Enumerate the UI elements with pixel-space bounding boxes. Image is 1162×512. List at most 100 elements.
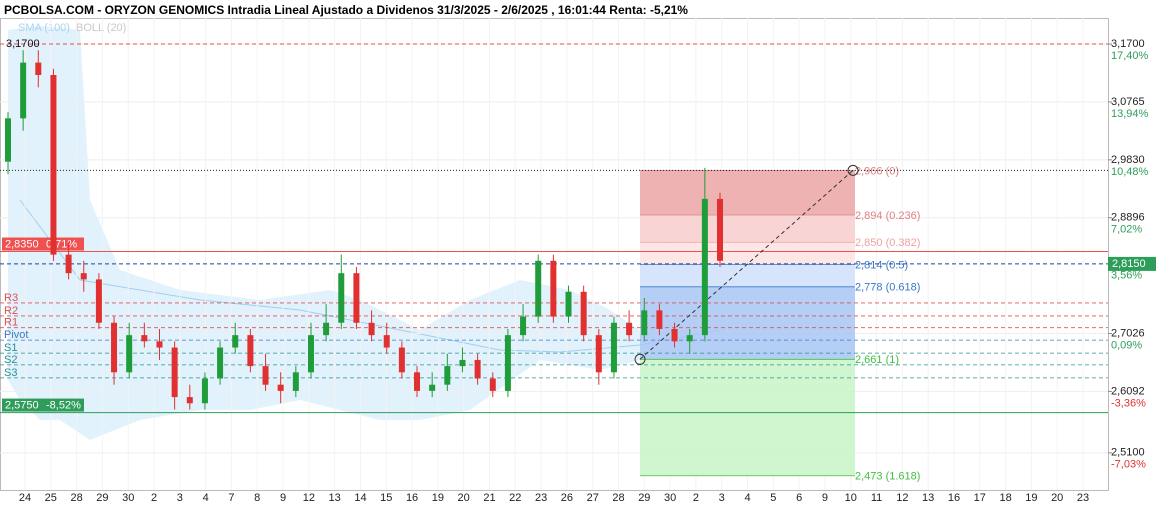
- candle-body: [292, 372, 299, 391]
- x-tick-label: 17: [974, 492, 986, 504]
- candle-body: [429, 384, 436, 391]
- candle-body: [520, 316, 527, 336]
- y-tick-pct: 10,48%: [1111, 166, 1149, 178]
- x-tick-label: 4: [203, 492, 209, 504]
- x-tick-label: 29: [638, 492, 650, 504]
- fib-label: 2,661 (1): [855, 354, 899, 366]
- candle-body: [277, 384, 284, 391]
- candle-body: [307, 335, 314, 373]
- pivot-label: S1: [4, 342, 17, 354]
- pivot-label: S2: [4, 354, 17, 366]
- price-tag-label: 2,8350: [5, 238, 39, 250]
- candle-body: [353, 273, 360, 323]
- pivot-label: Pivot: [4, 329, 28, 341]
- x-tick-label: 7: [228, 492, 234, 504]
- x-tick-label: 19: [432, 492, 444, 504]
- candle-body: [550, 260, 557, 317]
- candle-body: [50, 74, 57, 255]
- candle-body: [111, 322, 118, 373]
- price-tag-box: [2, 398, 84, 412]
- plot-frame: [0, 18, 1109, 491]
- fib-label: 2,850 (0.382): [855, 237, 920, 249]
- candle-body: [610, 322, 617, 373]
- candle-body: [201, 378, 208, 404]
- x-tick-label: 19: [1025, 492, 1037, 504]
- pivot-label: R3: [4, 292, 18, 304]
- candle-body: [474, 359, 481, 379]
- x-tick-label: 13: [922, 492, 934, 504]
- candle-body: [141, 335, 148, 342]
- fib-anchor: [847, 164, 859, 176]
- candle-body: [323, 322, 330, 336]
- pivot-label: R1: [4, 317, 18, 329]
- candle-body: [80, 273, 87, 280]
- candle-body: [65, 254, 72, 274]
- candle-body: [20, 62, 27, 119]
- x-tick-label: 6: [796, 492, 802, 504]
- chart-title: PCBOLSA.COM - ORYZON GENOMICS Intradia L…: [4, 3, 688, 17]
- fib-label: 2,814 (0.5): [855, 259, 908, 271]
- candle-body: [35, 62, 42, 75]
- candle-body: [186, 397, 193, 404]
- max-label: 3,1700: [6, 38, 40, 50]
- x-tick-label: 13: [329, 492, 341, 504]
- x-tick-label: 3: [177, 492, 183, 504]
- candle-body: [595, 335, 602, 373]
- x-tick-label: 11: [871, 492, 882, 504]
- candle-body: [489, 378, 496, 391]
- x-tick-label: 20: [458, 492, 470, 504]
- x-tick-label: 29: [96, 492, 108, 504]
- y-tick-label: 3,1700: [1111, 38, 1145, 50]
- x-tick-label: 27: [587, 492, 599, 504]
- x-tick-label: 30: [664, 492, 676, 504]
- y-tick-pct: 7,02%: [1111, 224, 1142, 236]
- fib-zone: [640, 264, 855, 287]
- candle-body: [686, 335, 693, 342]
- x-tick-label: 5: [770, 492, 776, 504]
- candle-body: [565, 291, 572, 317]
- fib-label: 2,894 (0.236): [855, 210, 920, 222]
- last-price-box: [1108, 256, 1156, 271]
- x-tick-label: 16: [406, 492, 418, 504]
- fib-zone: [640, 170, 855, 215]
- pivot-label: S3: [4, 367, 17, 379]
- x-tick-label: 24: [19, 492, 31, 504]
- last-price-label: 2,8150: [1112, 258, 1146, 270]
- fib-zone: [640, 214, 855, 243]
- candle-body: [414, 372, 421, 391]
- indicator-label: SMA (100): [18, 22, 70, 34]
- bollinger-band: [8, 26, 640, 440]
- y-tick-label: 2,9830: [1111, 154, 1145, 166]
- x-tick-label: 12: [896, 492, 908, 504]
- x-tick-label: 2: [151, 492, 157, 504]
- pivot-label: R2: [4, 305, 18, 317]
- x-tick-label: 18: [999, 492, 1011, 504]
- candle-body: [671, 328, 678, 342]
- x-tick-label: 9: [822, 492, 828, 504]
- fib-label: 2,778 (0.618): [855, 282, 920, 294]
- candle-body: [95, 279, 102, 323]
- candle-body: [126, 335, 133, 373]
- x-tick-label: 15: [380, 492, 392, 504]
- x-tick-label: 10: [845, 492, 857, 504]
- x-tick-label: 25: [45, 492, 57, 504]
- y-tick-pct: 13,94%: [1111, 108, 1149, 120]
- indicator-label: BOLL (20): [76, 22, 126, 34]
- candle-body: [383, 335, 390, 348]
- candle-body: [262, 366, 269, 385]
- fib-anchor: [634, 353, 646, 365]
- candle-body: [717, 198, 723, 261]
- y-tick-pct: 17,40%: [1111, 50, 1149, 62]
- x-tick-label: 30: [122, 492, 134, 504]
- candle-body: [398, 347, 405, 373]
- y-tick-pct: -7,03%: [1111, 459, 1146, 471]
- y-tick-pct: 0,09%: [1111, 339, 1142, 351]
- candle-body: [5, 118, 11, 162]
- y-tick-label: 3,0765: [1111, 96, 1145, 108]
- y-tick-pct: -3,36%: [1111, 397, 1146, 409]
- x-tick-label: 21: [483, 492, 495, 504]
- candle-body: [338, 273, 345, 323]
- candle-body: [504, 335, 511, 391]
- fib-label: 2,473 (1.618): [855, 471, 920, 483]
